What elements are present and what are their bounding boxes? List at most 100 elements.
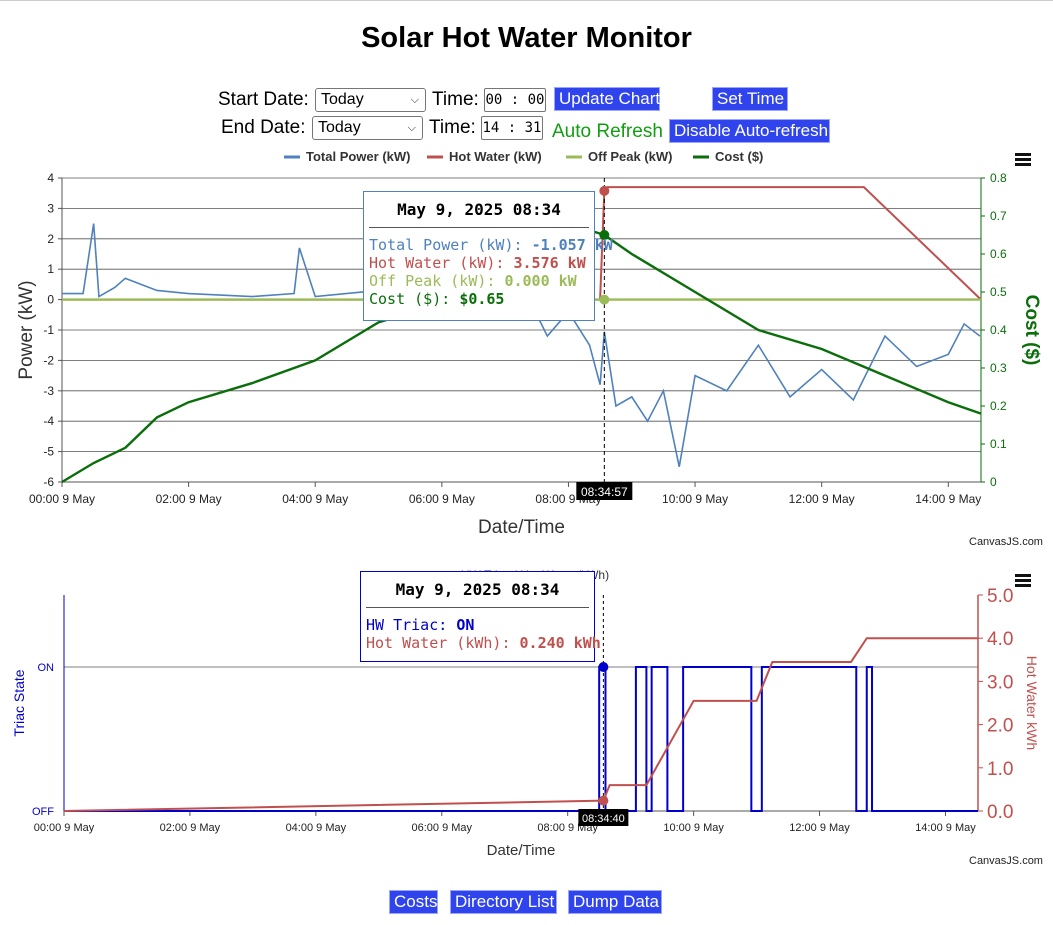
x-tick-label: 04:00 9 May (282, 492, 348, 506)
y2-tick-label: 0.3 (990, 361, 1007, 375)
y-tick-label: -1 (43, 323, 54, 337)
y-tick-label: -2 (43, 353, 54, 367)
y2-axis-title: Hot Water kWh (1024, 656, 1040, 750)
end-time-input[interactable]: 14 : 31 (481, 116, 543, 140)
tooltip-label: Hot Water (kW): (369, 254, 505, 272)
x-tick-label: 12:00 9 May (789, 822, 850, 834)
tooltip-value: 0.240 kWh (519, 634, 601, 652)
end-date-label: End Date: (221, 117, 306, 138)
end-date-value: Today (318, 119, 361, 136)
x-axis-title: Date/Time (487, 842, 556, 859)
top-divider (0, 0, 1053, 1)
x-tick-label: 10:00 9 May (662, 492, 728, 506)
chart2-menu-icon[interactable] (1015, 574, 1031, 588)
tooltip-value: $0.65 (459, 290, 505, 308)
tooltip-value: ON (456, 616, 475, 634)
x-tick-label: 12:00 9 May (789, 492, 855, 506)
y2-tick-label: 0.4 (990, 323, 1007, 337)
end-date-select[interactable]: Today ⌵ (312, 116, 423, 140)
tooltip-label: Hot Water (kWh): (366, 634, 511, 652)
chart1-credit[interactable]: CanvasJS.com (969, 536, 1043, 548)
auto-refresh-status: Auto Refresh (552, 121, 663, 142)
disable-auto-refresh-button[interactable]: Disable Auto-refresh (669, 119, 830, 143)
page-title: Solar Hot Water Monitor (361, 22, 692, 54)
triac-chart-tooltip: May 9, 2025 08:34 HW Triac: ON Hot Water… (360, 571, 601, 662)
tooltip-row-hot-water-kwh: Hot Water (kWh): 0.240 kWh (361, 634, 601, 652)
x-tick-label: 10:00 9 May (663, 822, 724, 834)
tooltip-row-hot-water: Hot Water (kW): 3.576 kW (364, 254, 594, 272)
start-time-input[interactable]: 00 : 00 (484, 88, 546, 112)
x-tick-label: 02:00 9 May (156, 492, 222, 506)
chart2-credit[interactable]: CanvasJS.com (969, 855, 1043, 867)
y2-tick-label: 5.0 (987, 586, 1013, 607)
y-tick-label: -4 (43, 414, 54, 428)
y-axis-title: Power (kW) (16, 280, 37, 379)
y-axis-title: Triac State (11, 669, 27, 736)
y-tick-label: 2 (47, 232, 54, 246)
y-tick-label: -3 (43, 384, 54, 398)
y-tick-label: -5 (43, 445, 54, 459)
tooltip-row-total-power: Total Power (kW): -1.057 kW (364, 236, 613, 254)
crosshair-label-bg (578, 809, 629, 826)
y2-tick-label: 0.7 (990, 209, 1007, 223)
start-date-select[interactable]: Today ⌵ (315, 88, 426, 112)
tooltip-label: Cost ($): (369, 290, 451, 308)
chart1-menu-icon[interactable] (1015, 153, 1031, 167)
y2-tick-label: 4.0 (987, 629, 1013, 650)
y2-tick-label: 0 (990, 475, 997, 489)
tooltip-value: 3.576 kW (513, 254, 586, 272)
y2-tick-label: 0.2 (990, 399, 1007, 413)
x-tick-label: 06:00 9 May (409, 492, 475, 506)
chevron-down-icon: ⌵ (407, 122, 416, 134)
set-time-button[interactable]: Set Time (712, 87, 788, 111)
crosshair-label-bg (576, 482, 633, 500)
y2-tick-label: 0.6 (990, 247, 1007, 261)
hot-water-kwh-line (63, 637, 978, 812)
tooltip-row-off-peak: Off Peak (kW): 0.000 kW (364, 272, 594, 290)
x-tick-label: 02:00 9 May (160, 822, 221, 834)
y2-tick-label: 3.0 (987, 672, 1013, 693)
legend-label: Cost ($) (715, 149, 763, 164)
x-tick-label: 00:00 9 May (29, 492, 95, 506)
y-tick-label: 3 (47, 201, 54, 215)
crosshair-label: 08:34:57 (581, 485, 628, 499)
dump-data-button[interactable]: Dump Data (568, 890, 662, 914)
y2-tick-label: 1.0 (987, 759, 1013, 780)
y-tick-label: 1 (47, 262, 54, 276)
triac-line (64, 666, 978, 812)
series-line (62, 223, 981, 467)
tooltip-title: May 9, 2025 08:34 (397, 200, 561, 219)
x-tick-label: 00:00 9 May (34, 822, 95, 834)
data-point-marker (599, 185, 610, 196)
y-tick-label: ON (38, 662, 55, 674)
y2-tick-label: 0.8 (990, 171, 1007, 185)
data-point-marker (599, 294, 610, 305)
x-axis-title: Date/Time (478, 517, 565, 538)
chevron-down-icon: ⌵ (410, 94, 419, 106)
y2-tick-label: 2.0 (987, 716, 1013, 737)
end-time-label: Time: (429, 117, 476, 138)
x-tick-label: 04:00 9 May (286, 822, 347, 834)
x-tick-label: 06:00 9 May (411, 822, 472, 834)
start-date-value: Today (321, 91, 364, 108)
x-tick-label: 14:00 9 May (915, 822, 976, 834)
y-tick-label: 0 (47, 293, 54, 307)
y2-tick-label: 0.5 (990, 285, 1007, 299)
data-point-marker (598, 662, 609, 672)
start-date-label: Start Date: (218, 89, 309, 110)
tooltip-value: -1.057 kW (531, 236, 613, 254)
legend-label: Hot Water (kW) (449, 149, 542, 164)
legend-label: Off Peak (kW) (588, 149, 673, 164)
update-chart-button[interactable]: Update Chart (554, 87, 660, 111)
data-point-marker (598, 795, 609, 806)
y2-tick-label: 0.0 (987, 802, 1013, 823)
tooltip-label: Off Peak (kW): (369, 272, 496, 290)
costs-button[interactable]: Costs (389, 890, 438, 914)
y-tick-label: OFF (32, 806, 54, 818)
directory-list-button[interactable]: Directory List (450, 890, 557, 914)
y-tick-label: 4 (47, 171, 54, 185)
tooltip-label: Total Power (kW): (369, 236, 523, 254)
start-time-label: Time: (432, 89, 479, 110)
y2-axis-title: Cost ($) (1021, 295, 1042, 366)
tooltip-row-cost: Cost ($): $0.65 (364, 290, 594, 308)
